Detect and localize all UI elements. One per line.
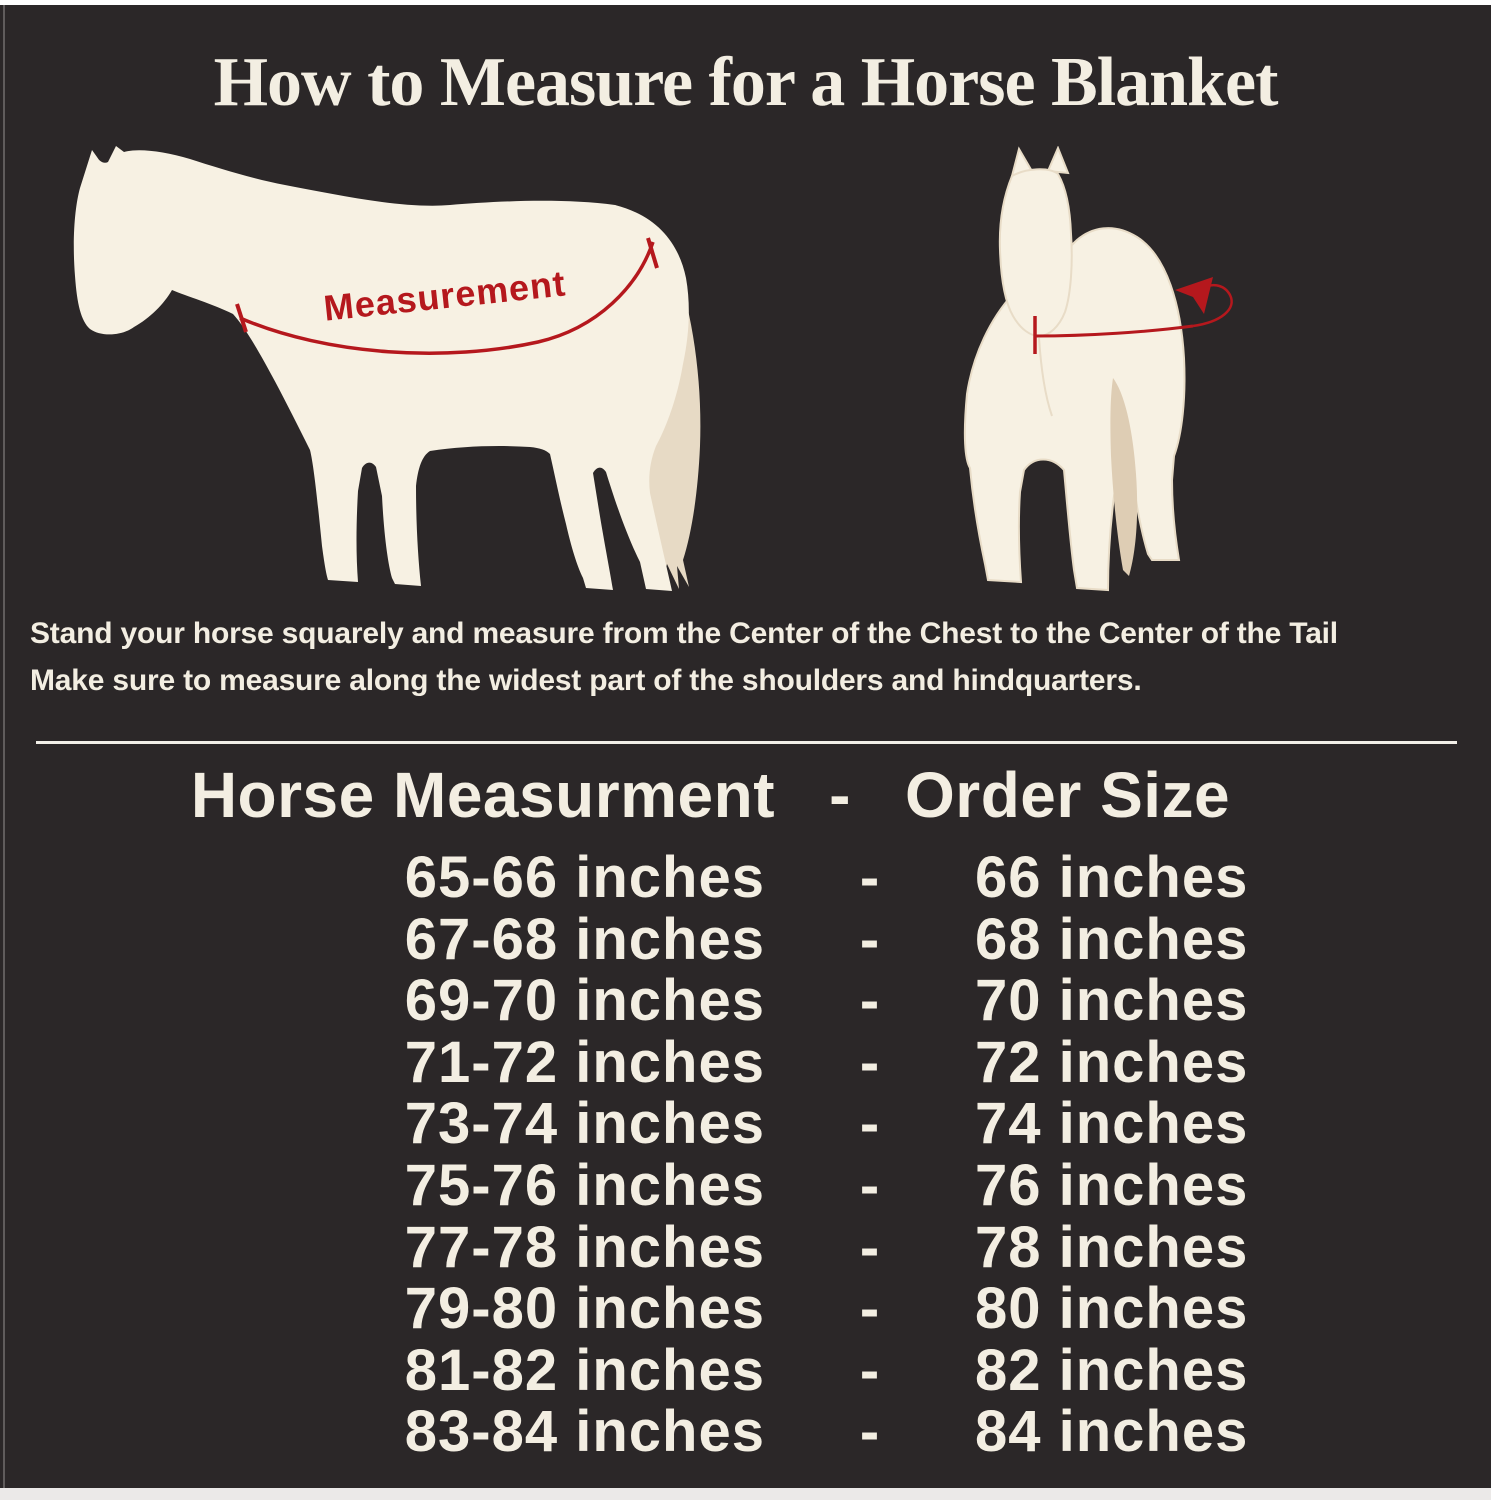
horse-measurement-value: 67-68 inches (404, 906, 765, 972)
separator-dash: - (859, 1214, 881, 1280)
top-border (0, 0, 1491, 5)
front-horse-head-shape (998, 168, 1073, 338)
table-row: 69-70 inches - 70 inches (0, 970, 1491, 1032)
horse-measurement-value: 81-82 inches (404, 1337, 765, 1403)
order-size-value: 68 inches (975, 906, 1249, 972)
separator-dash: - (859, 906, 881, 972)
separator-dash: - (859, 1091, 881, 1157)
measurement-line (239, 241, 655, 355)
instructions-line-1: Stand your horse squarely and measure fr… (30, 617, 1338, 650)
table-row: 73-74 inches - 74 inches (0, 1093, 1491, 1155)
table-rows: 65-66 inches - 66 inches 67-68 inches - … (0, 847, 1491, 1463)
size-table: Horse Measurment - Order Size 65-66 inch… (0, 760, 1491, 1463)
front-horse-right-ear (1046, 146, 1070, 175)
separator-dash: - (859, 1152, 881, 1218)
order-size-value: 84 inches (975, 1399, 1249, 1465)
table-row: 71-72 inches - 72 inches (0, 1032, 1491, 1094)
separator-dash: - (859, 1276, 881, 1342)
header-order-size: Order Size (905, 759, 1231, 831)
horse-measurement-value: 79-80 inches (404, 1276, 765, 1342)
horse-measurement-value: 65-66 inches (404, 845, 765, 910)
order-size-value: 82 inches (975, 1337, 1249, 1403)
order-size-value: 76 inches (975, 1152, 1249, 1218)
order-size-value: 80 inches (975, 1276, 1249, 1342)
table-row: 83-84 inches - 84 inches (0, 1401, 1491, 1463)
order-size-value: 74 inches (975, 1091, 1249, 1157)
front-view-horse-illustration (963, 146, 1233, 592)
horse-measurement-value: 73-74 inches (404, 1091, 765, 1157)
front-horse-body-shape (963, 227, 1186, 592)
table-row: 65-66 inches - 66 inches (0, 847, 1491, 909)
table-header: Horse Measurment - Order Size (0, 760, 1491, 830)
header-horse-measurement: Horse Measurment (190, 759, 775, 831)
bottom-border (0, 1488, 1491, 1500)
table-row: 67-68 inches - 68 inches (0, 906, 1491, 972)
separator-dash: - (859, 1337, 881, 1403)
horse-measurement-value: 83-84 inches (404, 1399, 765, 1465)
separator-dash: - (859, 845, 881, 910)
left-edge-line (3, 5, 5, 1488)
horse-body-shape (73, 146, 689, 591)
instructions-line-2: Make sure to measure along the widest pa… (30, 664, 1142, 697)
horse-measurement-value: 69-70 inches (404, 968, 765, 1034)
separator-dash: - (859, 1029, 881, 1095)
header-separator-dash: - (829, 759, 851, 831)
order-size-value: 78 inches (975, 1214, 1249, 1280)
horse-measurement-value: 77-78 inches (404, 1214, 765, 1280)
divider-line (36, 741, 1457, 744)
front-horse-tail-shape (1110, 378, 1138, 576)
order-size-value: 66 inches (975, 845, 1249, 910)
infographic-panel: How to Measure for a Horse Blanket Measu… (0, 5, 1491, 1488)
separator-dash: - (859, 1399, 881, 1465)
table-row: 79-80 inches - 80 inches (0, 1278, 1491, 1340)
order-size-value: 72 inches (975, 1029, 1249, 1095)
table-row: 81-82 inches - 82 inches (0, 1340, 1491, 1402)
page-title: How to Measure for a Horse Blanket (213, 44, 1279, 121)
horse-measurement-value: 75-76 inches (404, 1152, 765, 1218)
order-size-value: 70 inches (975, 968, 1249, 1034)
side-view-horse-illustration: Measurement (73, 146, 701, 591)
table-row: 75-76 inches - 76 inches (0, 1155, 1491, 1217)
table-row: 77-78 inches - 78 inches (0, 1214, 1491, 1280)
horse-measurement-value: 71-72 inches (404, 1029, 765, 1095)
measurement-tick-right (646, 237, 659, 269)
front-horse-chest-line (1038, 337, 1053, 417)
separator-dash: - (859, 968, 881, 1034)
instructions-block: Stand your horse squarely and measure fr… (30, 610, 1475, 704)
girth-line (1034, 324, 1194, 338)
girth-arrowhead (1175, 277, 1213, 314)
